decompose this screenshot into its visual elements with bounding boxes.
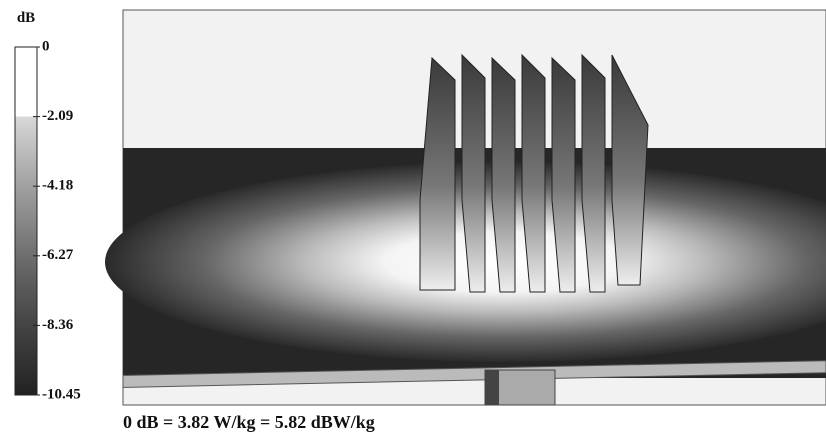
colorbar-tick-label: -10.45 (42, 386, 81, 402)
colorbar-unit: dB (17, 10, 35, 26)
caption: 0 dB = 3.82 W/kg = 5.82 dBW/kg (123, 412, 375, 432)
colorbar-tick-label: -8.36 (42, 317, 74, 333)
render (105, 9, 826, 406)
colorbar (14, 46, 38, 396)
colorbar-tick-label: -4.18 (42, 178, 73, 194)
colorbar-tick-label: -2.09 (42, 108, 73, 124)
colorbar-tick-label: -6.27 (42, 247, 74, 263)
colorbar-tick-label: 0 (42, 38, 50, 54)
